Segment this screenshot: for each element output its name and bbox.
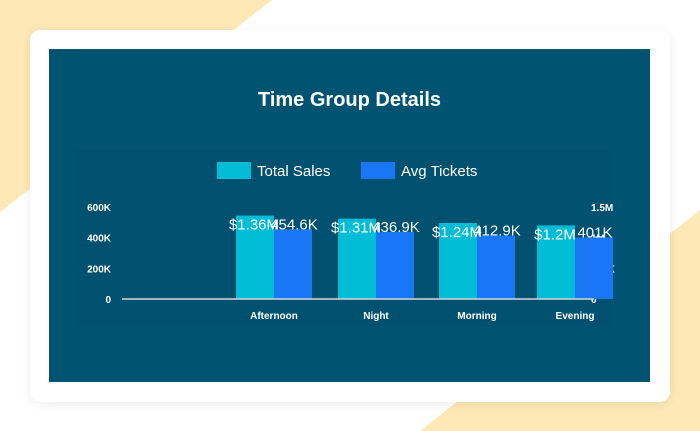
y-left-tick-label: 200K (87, 264, 112, 275)
legend-label-total-sales: Total Sales (257, 163, 330, 180)
data-label-total-sales: $1.2M (534, 226, 576, 243)
legend-label-avg-tickets: Avg Tickets (401, 163, 477, 180)
x-tick-label: Night (363, 311, 389, 322)
bar-total-sales (338, 218, 376, 299)
y-left-tick-label: 600K (87, 203, 112, 214)
y-left-tick-label: 400K (87, 234, 112, 245)
bar-avg-tickets (376, 232, 414, 299)
data-label-total-sales: $1.24M (432, 224, 482, 241)
data-label-total-sales: $1.31M (331, 220, 381, 237)
data-label-avg-tickets: 454.6K (270, 216, 318, 233)
data-label-avg-tickets: 412.9K (473, 223, 521, 240)
x-tick-label: Evening (556, 311, 595, 322)
bar-total-sales (439, 222, 477, 299)
legend-swatch-avg-tickets (361, 162, 395, 179)
y-right-tick-label: 0 (591, 295, 597, 306)
x-tick-label: Afternoon (250, 311, 298, 322)
y-left-tick-label: 0 (105, 295, 111, 306)
data-label-avg-tickets: 436.9K (372, 219, 420, 236)
chart-title: Time Group Details (257, 89, 441, 111)
y-right-tick-label: 1.5M (591, 203, 613, 214)
bar-total-sales (236, 215, 274, 299)
x-tick-label: Morning (457, 311, 496, 322)
bar-avg-tickets (575, 237, 613, 299)
bar-avg-tickets (477, 235, 515, 299)
bar-total-sales (537, 225, 575, 299)
bar-avg-tickets (274, 229, 312, 299)
data-label-avg-tickets: 401K (577, 225, 612, 242)
data-label-total-sales: $1.36M (229, 217, 279, 234)
legend-swatch-total-sales (217, 162, 251, 179)
